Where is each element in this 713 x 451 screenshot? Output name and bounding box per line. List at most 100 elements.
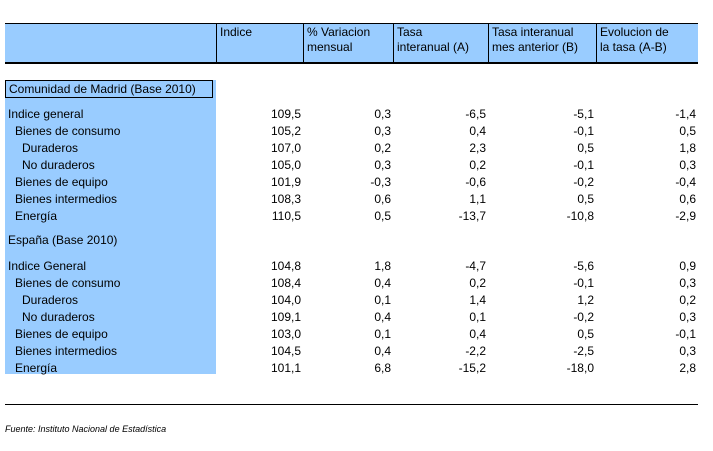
table-row: Bienes intermedios 108,3 0,6 1,1 0,5 0,6 [5,191,698,207]
value-text: 0,3 [679,276,696,290]
value-text: 0,4 [469,327,486,341]
header-variacion-mensual: % Variacion mensual [303,24,393,62]
row-value: 0,4 [393,326,488,342]
row-value: 1,1 [393,191,488,207]
row-value: 103,0 [216,326,303,342]
row-value: -0,4 [596,174,698,190]
row-value: -0,1 [596,326,698,342]
row-value: -0,1 [488,275,596,291]
row-value: 0,3 [596,275,698,291]
value-text: -15,2 [458,361,486,375]
row-label: Bienes de equipo [15,175,108,189]
row-value: 0,2 [393,275,488,291]
row-value: 2,8 [596,360,698,376]
value-text: 0,3 [679,344,696,358]
table-row: Energía 110,5 0,5 -13,7 -10,8 -2,9 [5,208,698,224]
row-value: -1,4 [596,106,698,122]
value-text: 0,4 [469,124,486,138]
value-text: 0,4 [374,276,391,290]
row-value: 0,3 [596,343,698,359]
row-label: Indice General [8,259,87,273]
value-text: 0,2 [469,158,486,172]
value-text: 107,0 [270,141,301,155]
value-text: -0,1 [573,158,594,172]
row-label: Bienes intermedios [15,344,118,358]
value-text: -0,3 [370,175,391,189]
row-value: 109,1 [216,309,303,325]
row-value: -15,2 [393,360,488,376]
row-value: 0,2 [303,140,393,156]
row-value: 0,1 [303,292,393,308]
value-text: 108,3 [270,192,301,206]
value-text: -2,2 [465,344,486,358]
value-text: -0,6 [465,175,486,189]
value-text: 2,3 [469,141,486,155]
row-value: -6,5 [393,106,488,122]
value-text: -4,7 [465,259,486,273]
row-value: 105,0 [216,157,303,173]
row-value: 0,1 [303,326,393,342]
value-text: 0,3 [374,107,391,121]
value-text: 0,4 [374,344,391,358]
row-value: 0,3 [596,157,698,173]
row-value: 6,8 [303,360,393,376]
row-value: 0,3 [596,309,698,325]
section-title-espana: España (Base 2010) [8,233,118,247]
value-text: 0,2 [679,293,696,307]
table-header: Indice % Variacion mensual Tasa interanu… [5,23,698,64]
value-text: 0,3 [374,124,391,138]
row-value: -0,1 [488,157,596,173]
row-label: Duraderos [22,141,79,155]
row-value: -0,6 [393,174,488,190]
row-value: -0,2 [488,309,596,325]
value-text: -0,1 [675,327,696,341]
row-label: Bienes intermedios [15,192,118,206]
value-text: -10,8 [566,209,594,223]
row-value: -13,7 [393,208,488,224]
value-text: 0,2 [374,141,391,155]
value-text: -2,5 [573,344,594,358]
value-text: 0,4 [374,310,391,324]
value-text: 0,5 [577,141,594,155]
value-text: 104,8 [270,259,301,273]
value-text: 104,5 [270,344,301,358]
table-row: Duraderos 104,0 0,1 1,4 1,2 0,2 [5,292,698,308]
value-text: -0,4 [675,175,696,189]
value-text: 0,5 [679,124,696,138]
table-row: Indice General 104,8 1,8 -4,7 -5,6 0,9 [5,258,698,274]
value-text: 0,3 [679,310,696,324]
row-value: -2,5 [488,343,596,359]
value-text: 1,4 [469,293,486,307]
value-text: -2,9 [675,209,696,223]
value-text: 110,5 [271,209,301,223]
value-text: -0,1 [573,276,594,290]
row-label: Bienes de consumo [15,276,121,290]
row-value: 0,4 [303,309,393,325]
row-value: 104,0 [216,292,303,308]
row-label: No duraderos [22,158,95,172]
value-text: -0,2 [573,310,594,324]
row-value: 105,2 [216,123,303,139]
row-value: 108,4 [216,275,303,291]
row-value: 0,5 [488,326,596,342]
row-value: 0,2 [393,157,488,173]
value-text: 1,1 [469,192,486,206]
value-text: 104,0 [270,293,301,307]
value-text: -5,6 [573,259,594,273]
row-label: Energía [15,361,58,375]
row-value: -0,3 [303,174,393,190]
source-note: Fuente: Instituto Nacional de Estadístic… [5,424,167,434]
row-value: -4,7 [393,258,488,274]
row-value: 2,3 [393,140,488,156]
value-text: 0,3 [374,158,391,172]
row-value: -0,2 [488,174,596,190]
value-text: 6,8 [374,361,391,375]
row-value: 0,5 [303,208,393,224]
row-label: Bienes de consumo [15,124,121,138]
table-row: Energía 101,1 6,8 -15,2 -18,0 2,8 [5,360,698,376]
value-text: 101,9 [270,175,301,189]
value-text: 0,9 [679,259,696,273]
row-value: 0,9 [596,258,698,274]
row-label: No duraderos [22,310,95,324]
value-text: 0,6 [679,192,696,206]
